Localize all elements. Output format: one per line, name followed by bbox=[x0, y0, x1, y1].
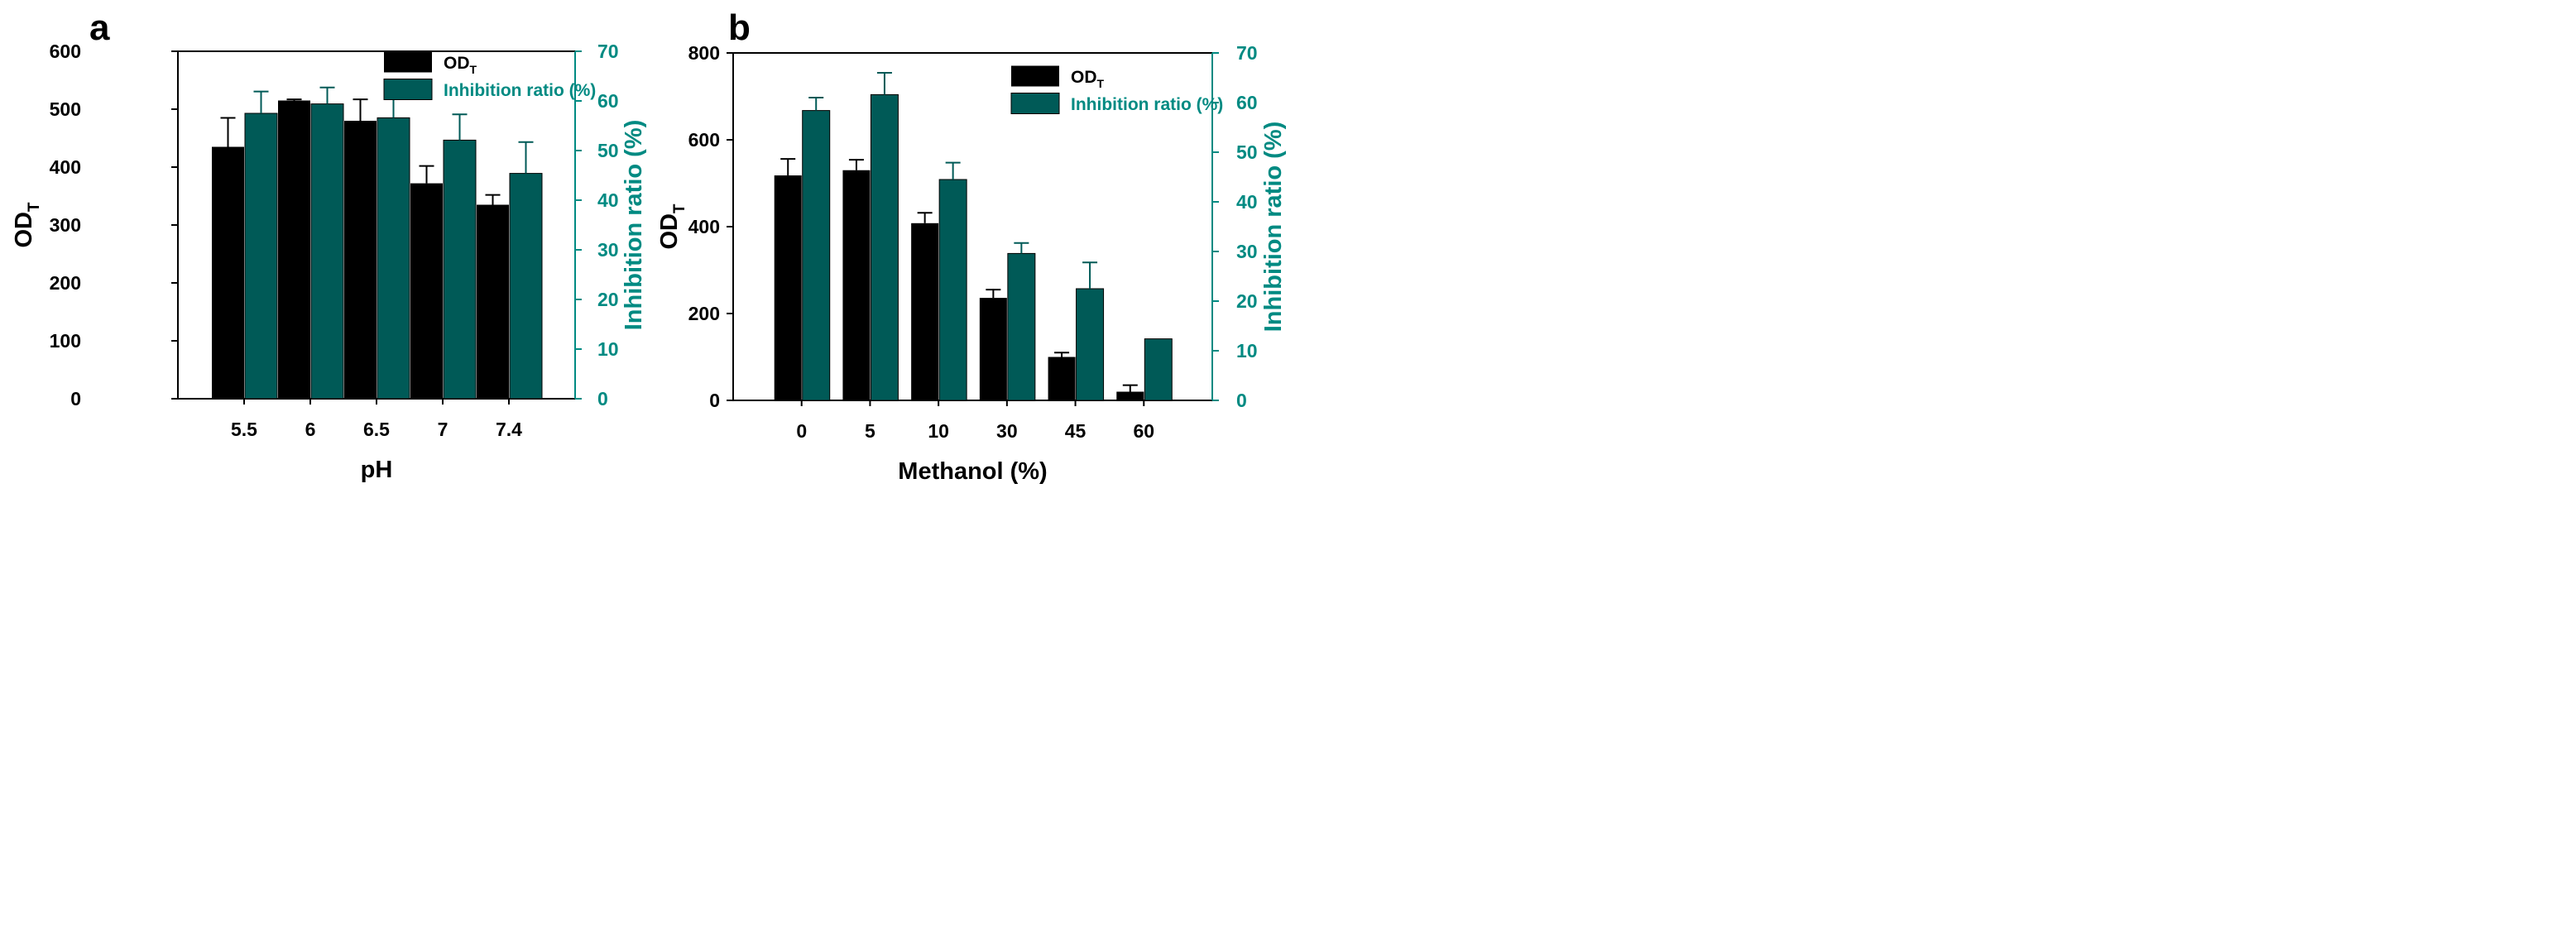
y2-tick-label: 20 bbox=[597, 289, 619, 310]
y-tick-label: 200 bbox=[50, 272, 81, 294]
x-tick-label: 6.5 bbox=[363, 419, 390, 440]
od-bar bbox=[477, 204, 509, 399]
inhibition-bar bbox=[244, 113, 278, 400]
y-axis-title: ODT bbox=[656, 203, 688, 250]
legend-swatch-inhibition bbox=[383, 79, 433, 100]
y-axis-title-sub: T bbox=[26, 202, 43, 212]
y-tick-label: 0 bbox=[709, 390, 720, 411]
y-tick-label: 400 bbox=[50, 156, 81, 178]
y2-axis-title: Inhibition ratio (%) bbox=[1260, 122, 1287, 333]
legend-label-inhibition: Inhibition ratio (%) bbox=[1071, 95, 1223, 114]
inhibition-bar bbox=[802, 110, 831, 401]
x-axis-title: pH bbox=[361, 457, 393, 483]
od-bar bbox=[979, 298, 1007, 400]
inhibition-bar bbox=[938, 179, 967, 401]
y2-tick-label: 40 bbox=[597, 189, 619, 211]
y2-tick-label: 10 bbox=[1236, 340, 1258, 361]
x-tick-label: 5.5 bbox=[231, 419, 257, 440]
x-tick-label: 6 bbox=[305, 419, 316, 440]
legend-label-od-main: OD bbox=[444, 54, 470, 73]
y2-tick-label: 60 bbox=[1236, 92, 1258, 113]
y2-axis-title: Inhibition ratio (%) bbox=[621, 120, 647, 331]
inhibition-bar bbox=[443, 139, 477, 400]
od-bar bbox=[1048, 357, 1076, 400]
y2-tick-label: 30 bbox=[1236, 241, 1258, 262]
panel-label: b bbox=[728, 7, 751, 48]
y-tick-label: 100 bbox=[50, 330, 81, 352]
inhibition-bar bbox=[1076, 288, 1105, 401]
x-tick-label: 10 bbox=[928, 420, 949, 442]
y-axis-title-main: OD bbox=[11, 212, 37, 248]
od-bar bbox=[911, 223, 939, 400]
y2-tick-label: 0 bbox=[1236, 390, 1247, 411]
y2-tick-label: 10 bbox=[597, 338, 619, 360]
y2-tick-label: 40 bbox=[1236, 191, 1258, 213]
legend-label-od-main: OD bbox=[1071, 68, 1097, 87]
legend-label-od-sub: T bbox=[470, 63, 477, 76]
od-bar bbox=[278, 100, 310, 399]
y2-tick-label: 30 bbox=[597, 239, 619, 261]
legend: ODT Inhibition ratio (%) bbox=[1010, 65, 1223, 114]
panel-b: b 0 200 400 600 800 0 10 20 30 40 50 60 70 0 5 10 30 45 60 M… bbox=[656, 7, 1287, 485]
y-tick-label: 0 bbox=[70, 388, 81, 409]
y-axis-title-sub: T bbox=[671, 203, 688, 213]
panel-a: a 0 100 200 300 400 500 600 0 10 20 30 40 50 60 70 5.5 6 6… bbox=[11, 7, 647, 483]
x-tick-label: 7.4 bbox=[496, 419, 522, 440]
x-tick-label: 5 bbox=[865, 420, 875, 442]
y2-tick-label: 60 bbox=[597, 90, 619, 112]
inhibition-bar bbox=[377, 117, 410, 400]
y-tick-label: 200 bbox=[688, 303, 720, 324]
inhibition-bar bbox=[310, 103, 344, 400]
y-tick-label: 600 bbox=[688, 129, 720, 151]
inhibition-bar bbox=[1144, 338, 1173, 401]
legend-label-od-sub: T bbox=[1097, 77, 1105, 90]
y-tick-label: 600 bbox=[50, 41, 81, 62]
inhibition-bar bbox=[1007, 252, 1036, 401]
panel-label: a bbox=[89, 7, 110, 48]
legend-swatch-od bbox=[1011, 65, 1059, 87]
y2-tick-label: 50 bbox=[597, 140, 619, 161]
inhibition-bar bbox=[509, 173, 543, 400]
x-tick-label: 7 bbox=[438, 419, 449, 440]
od-bar bbox=[344, 121, 377, 399]
y-axis-title: ODT bbox=[11, 202, 43, 248]
od-bar bbox=[1116, 391, 1144, 400]
y2-tick-label: 50 bbox=[1236, 141, 1258, 163]
y2-tick-label: 70 bbox=[1236, 42, 1258, 64]
inhibition-bar bbox=[870, 93, 899, 401]
x-tick-label: 0 bbox=[796, 420, 807, 442]
od-bar bbox=[774, 175, 802, 401]
x-tick-label: 60 bbox=[1133, 420, 1154, 442]
y2-tick-label: 0 bbox=[597, 388, 608, 409]
x-axis-title: Methanol (%) bbox=[898, 458, 1047, 485]
x-tick-label: 30 bbox=[996, 420, 1018, 442]
y-tick-label: 500 bbox=[50, 98, 81, 120]
legend-swatch-inhibition bbox=[1010, 93, 1060, 114]
legend-label-od: ODT bbox=[1071, 68, 1105, 90]
od-bar bbox=[842, 170, 871, 400]
y-tick-label: 800 bbox=[688, 42, 720, 64]
y-tick-label: 300 bbox=[50, 214, 81, 236]
y-tick-label: 400 bbox=[688, 216, 720, 237]
legend-swatch-od bbox=[384, 51, 432, 73]
y2-tick-label: 20 bbox=[1236, 290, 1258, 312]
od-bar bbox=[212, 146, 244, 399]
legend-label-od: ODT bbox=[444, 54, 477, 76]
legend: ODT Inhibition ratio (%) bbox=[383, 51, 596, 100]
od-bar bbox=[410, 183, 443, 399]
x-tick-label: 45 bbox=[1065, 420, 1087, 442]
y-axis-title-main: OD bbox=[656, 213, 683, 250]
legend-label-inhibition: Inhibition ratio (%) bbox=[444, 81, 596, 100]
y2-tick-label: 70 bbox=[597, 41, 619, 62]
